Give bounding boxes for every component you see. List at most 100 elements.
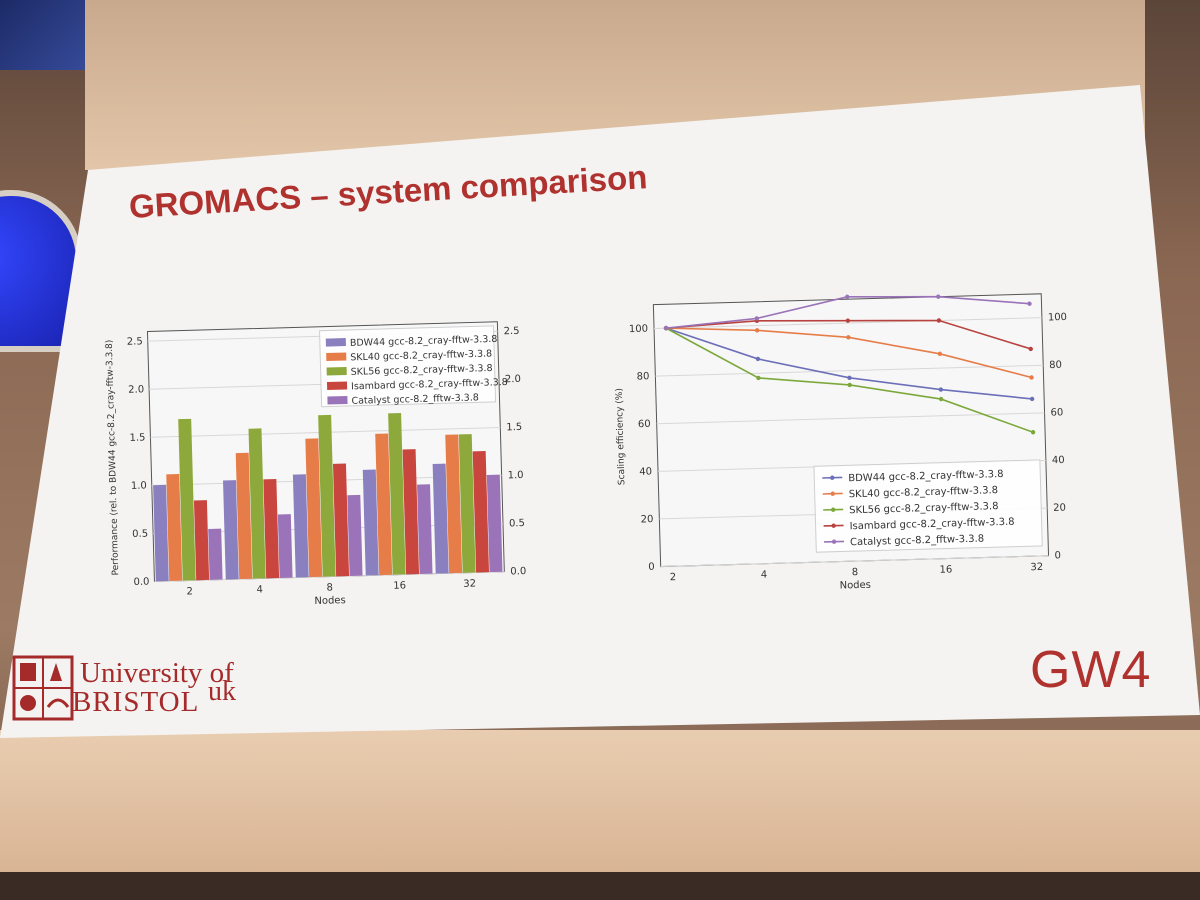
line-y2-tick-label: 20 [1053,503,1066,514]
bar-1-2 [166,473,183,582]
line-point-2-2 [847,382,852,388]
projection-screen-bottom [0,730,1200,875]
bar-legend-swatch [327,395,348,405]
line-legend-marker [830,475,835,480]
bar-0-32 [432,463,449,574]
bar-chart: 0.0 0.5 1.0 1.5 2.0 2.5 0.0 0.5 1.0 1.5 2.0 2.5 2 4 8 1… [105,321,526,607]
bristol-logo-line2: BRISTOL [72,686,200,718]
bar-y-tick-label: 0.0 [133,577,149,588]
line-x-tick-label: 2 [670,572,677,583]
bar-y2-tick-label: 2.0 [505,374,521,385]
slide-title: GROMACS – system comparison [128,158,649,225]
bar-legend-label: SKL56 gcc-8.2_cray-fftw-3.3.8 [351,363,493,378]
bar-3-16 [402,449,420,575]
line-point-1-1 [754,328,760,333]
line-legend-marker [830,507,836,512]
bar-legend-swatch [326,352,347,362]
bar-y-tick-label: 2.5 [127,336,143,347]
line-point-1-4 [1029,375,1034,380]
floor-strip [0,872,1200,900]
bar-y2-tick-label: 1.5 [506,422,522,433]
line-legend-label: Catalyst gcc-8.2_fftw-3.3.8 [850,534,984,549]
bar-4-4 [277,514,293,578]
bristol-logo-line1: University of [80,657,234,689]
bar-4-16 [417,484,433,575]
bar-1-8 [305,438,323,578]
bar-legend-swatch [325,338,346,347]
bar-x-tick-label: 8 [326,582,333,593]
line-x-tick-label: 32 [1030,562,1043,573]
line-legend-box [813,459,1043,553]
bar-y-tick-label: 0.5 [132,529,148,540]
line-legend-label: Isambard gcc-8.2_cray-fftw-3.3.8 [849,517,1014,533]
line-point-0-1 [755,356,761,362]
line-x-axis-label: Nodes [839,580,871,592]
bar-2-2 [178,418,196,581]
line-y2-tick-label: 0 [1054,550,1061,561]
bar-x-tick-label: 32 [463,578,476,589]
gw4-logo: GW4 [1030,641,1152,699]
line-point-3-3 [936,318,942,323]
line-gridline [656,412,1045,425]
bar-4-2 [208,528,223,580]
line-y-axis-label: Scaling efficiency (%) [615,388,628,485]
bar-1-16 [375,433,393,576]
bar-2-16 [388,412,406,575]
line-point-3-2 [845,318,851,323]
line-point-1-2 [846,335,851,340]
line-point-4-4 [1027,301,1032,306]
bar-y2-tick-label: 1.0 [507,470,523,481]
bar-x-axis-label: Nodes [314,595,346,607]
bristol-logo-suffix: uk [208,676,236,707]
line-y-tick-label: 80 [637,371,650,382]
bar-x-tick-label: 2 [186,586,193,597]
bar-y-axis-label: Performance (rel. to BDW44 gcc-8.2_cray-… [105,340,122,576]
bar-3-8 [332,463,350,577]
bar-0-16 [362,469,379,576]
line-y-tick-label: 100 [629,324,648,336]
line-point-4-3 [936,294,941,299]
line-y2-tick-label: 60 [1050,407,1063,418]
bar-legend-label: BDW44 gcc-8.2_cray-fftw-3.3.8 [350,334,498,349]
bar-y2-tick-label: 0.0 [510,566,526,577]
line-legend-label: SKL56 gcc-8.2_cray-fftw-3.3.8 [849,501,999,516]
bar-1-32 [445,434,463,574]
line-point-0-3 [938,387,944,392]
line-legend-label: BDW44 gcc-8.2_cray-fftw-3.3.8 [848,469,1004,484]
line-point-2-4 [1030,430,1036,435]
bar-4-8 [347,494,363,576]
line-y2-tick-label: 80 [1049,360,1062,371]
line-x-tick-label: 4 [761,570,768,581]
bar-y2-tick-label: 0.5 [509,518,525,529]
bar-3-4 [263,478,280,579]
line-legend-marker [831,539,837,544]
line-point-4-0 [663,325,669,331]
line-x-tick-label: 16 [939,564,952,575]
line-point-4-1 [754,316,759,321]
bar-0-2 [153,484,169,582]
bar-legend-label: SKL40 gcc-8.2_cray-fftw-3.3.8 [350,348,492,363]
bar-legend-swatch [326,381,348,391]
line-point-2-1 [756,375,761,381]
bar-y2-tick-label: 2.5 [503,326,519,337]
bar-legend-box [319,325,497,408]
bar-1-4 [235,452,253,580]
line-y2-tick-label: 100 [1048,312,1067,324]
bar-2-8 [318,414,336,577]
line-chart: 0 20 40 60 80 100 0 20 40 60 80 100 2 4 8 16 32 Nodes Scal… [615,293,1067,592]
bar-x-tick-label: 16 [393,580,406,591]
line-y-tick-label: 20 [640,514,653,525]
line-point-1-3 [937,351,943,357]
line-y2-tick-label: 40 [1052,455,1065,466]
line-gridline [660,555,1049,568]
line-point-4-2 [845,294,850,300]
line-y-tick-label: 0 [648,562,655,573]
line-point-0-4 [1029,396,1035,402]
bar-legend-swatch [326,366,347,376]
bar-y-tick-label: 1.5 [129,432,145,443]
bar-3-2 [193,500,210,581]
line-x-tick-label: 8 [852,567,859,578]
line-legend-marker [830,491,835,496]
bar-y-tick-label: 1.0 [131,480,147,491]
line-point-3-4 [1028,346,1033,352]
